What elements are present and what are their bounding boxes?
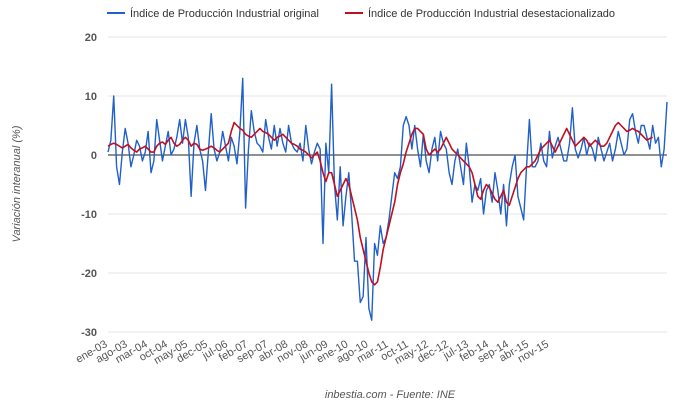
source-caption: inbestia.com - Fuente: INE <box>325 389 456 401</box>
series-line-desestacionalizado <box>107 121 653 286</box>
y-tick-label: -10 <box>81 209 97 221</box>
legend-label-original: Índice de Producción Industrial original <box>130 7 319 20</box>
y-tick-label: 0 <box>91 150 97 162</box>
y-tick-label: 10 <box>85 91 97 103</box>
legend-label-desestacionalizado: Índice de Producción Industrial desestac… <box>368 7 615 20</box>
series-line-original <box>107 77 668 321</box>
y-axis-title: Variación interanual (%) <box>11 125 23 242</box>
series-group <box>107 77 668 321</box>
x-axis-ticks: ene-03ago-03mar-04oct-04may-05dec-05jul-… <box>74 338 551 367</box>
y-tick-label: 20 <box>85 32 97 44</box>
y-tick-label: -20 <box>81 268 97 280</box>
legend: Índice de Producción Industrial original… <box>107 7 615 20</box>
y-tick-label: -30 <box>81 327 97 339</box>
y-axis-ticks: -30 -20 -10 0 10 20 <box>81 32 97 339</box>
